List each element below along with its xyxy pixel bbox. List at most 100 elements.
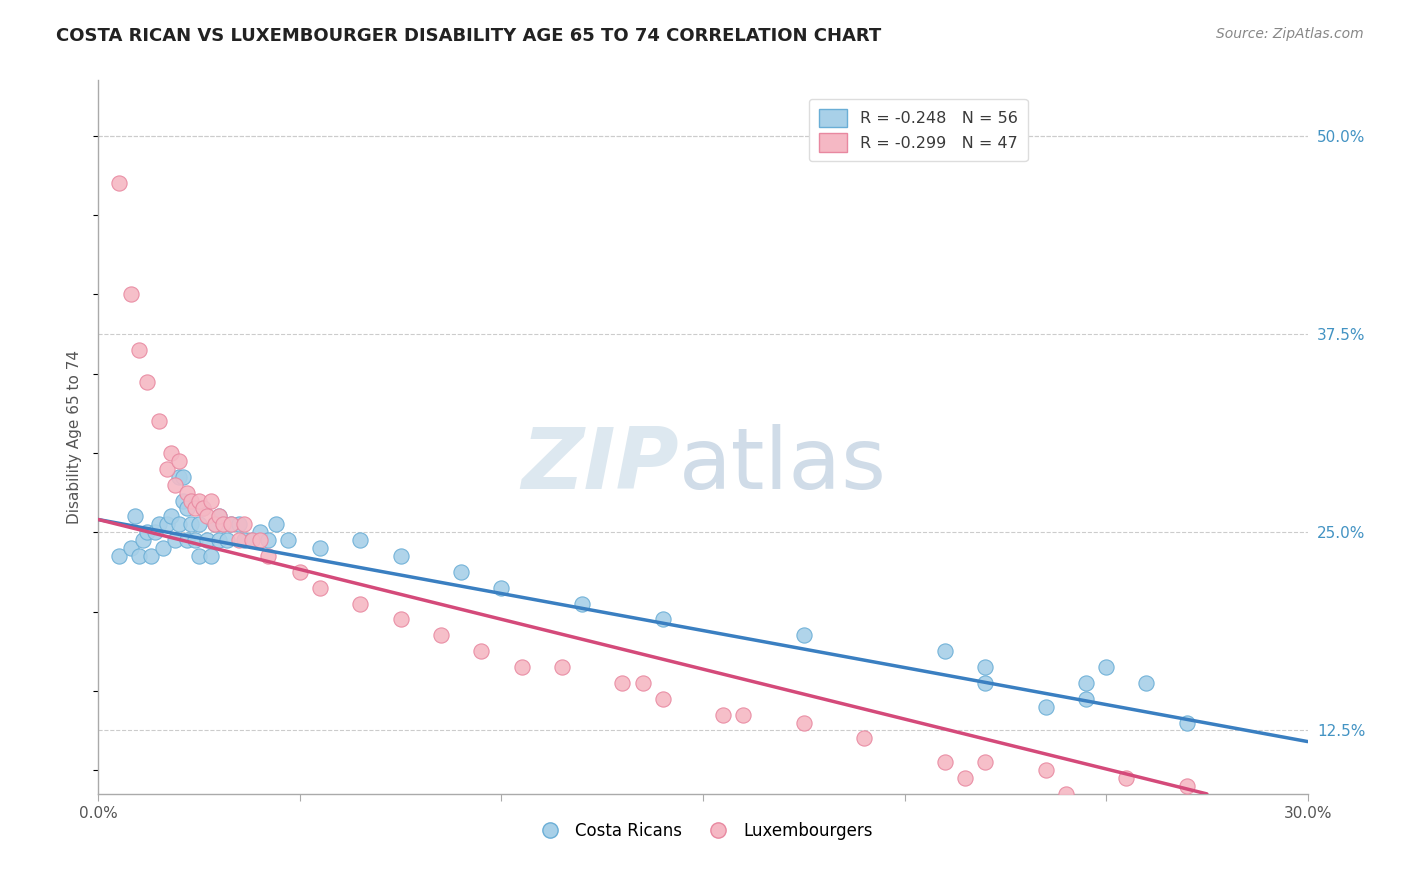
Point — [135, 525, 157, 540]
Point — [204, 517, 226, 532]
Point — [176, 485, 198, 500]
Point — [221, 517, 243, 532]
Point — [180, 517, 202, 532]
Point — [120, 287, 142, 301]
Point — [148, 414, 170, 428]
Point — [200, 493, 222, 508]
Point — [733, 707, 755, 722]
Point — [240, 533, 263, 548]
Point — [934, 644, 956, 658]
Point — [1074, 676, 1097, 690]
Point — [1054, 787, 1077, 801]
Point — [974, 755, 997, 769]
Point — [256, 549, 278, 563]
Point — [551, 660, 574, 674]
Point — [195, 509, 218, 524]
Point — [1035, 699, 1057, 714]
Point — [208, 509, 231, 524]
Point — [793, 628, 815, 642]
Point — [288, 565, 311, 579]
Point — [249, 525, 271, 540]
Point — [264, 517, 287, 532]
Point — [430, 628, 453, 642]
Point — [204, 517, 226, 532]
Point — [143, 525, 166, 540]
Point — [651, 691, 673, 706]
Point — [277, 533, 299, 548]
Point — [156, 517, 179, 532]
Y-axis label: Disability Age 65 to 74: Disability Age 65 to 74 — [67, 350, 83, 524]
Point — [232, 517, 254, 532]
Point — [470, 644, 492, 658]
Point — [188, 549, 211, 563]
Text: ZIP: ZIP — [522, 424, 679, 508]
Point — [934, 755, 956, 769]
Point — [152, 541, 174, 555]
Point — [651, 612, 673, 626]
Point — [208, 509, 231, 524]
Point — [160, 446, 183, 460]
Point — [793, 715, 815, 730]
Point — [128, 343, 150, 357]
Point — [107, 177, 129, 191]
Text: Source: ZipAtlas.com: Source: ZipAtlas.com — [1216, 27, 1364, 41]
Point — [953, 771, 976, 785]
Point — [184, 533, 207, 548]
Point — [200, 549, 222, 563]
Point — [107, 549, 129, 563]
Point — [188, 493, 211, 508]
Point — [631, 676, 654, 690]
Text: COSTA RICAN VS LUXEMBOURGER DISABILITY AGE 65 TO 74 CORRELATION CHART: COSTA RICAN VS LUXEMBOURGER DISABILITY A… — [56, 27, 882, 45]
Point — [163, 533, 186, 548]
Point — [571, 597, 593, 611]
Point — [491, 581, 513, 595]
Point — [612, 676, 634, 690]
Point — [256, 533, 278, 548]
Point — [309, 581, 332, 595]
Point — [450, 565, 472, 579]
Point — [240, 533, 263, 548]
Point — [188, 517, 211, 532]
Point — [1175, 715, 1198, 730]
Point — [184, 501, 207, 516]
Point — [232, 533, 254, 548]
Point — [148, 517, 170, 532]
Point — [176, 501, 198, 516]
Point — [1035, 763, 1057, 777]
Point — [195, 533, 218, 548]
Point — [180, 493, 202, 508]
Point — [193, 501, 215, 516]
Point — [132, 533, 155, 548]
Point — [163, 477, 186, 491]
Point — [974, 660, 997, 674]
Point — [1115, 771, 1137, 785]
Point — [212, 517, 235, 532]
Point — [249, 533, 271, 548]
Point — [228, 517, 250, 532]
Point — [309, 541, 332, 555]
Text: atlas: atlas — [679, 424, 887, 508]
Point — [124, 509, 146, 524]
Legend: Costa Ricans, Luxembourgers: Costa Ricans, Luxembourgers — [526, 815, 880, 847]
Point — [1095, 660, 1118, 674]
Point — [167, 517, 190, 532]
Point — [167, 469, 190, 483]
Point — [156, 462, 179, 476]
Point — [135, 375, 157, 389]
Point — [349, 533, 371, 548]
Point — [212, 517, 235, 532]
Point — [120, 541, 142, 555]
Point — [221, 517, 243, 532]
Point — [193, 501, 215, 516]
Point — [389, 612, 412, 626]
Point — [167, 454, 190, 468]
Point — [1074, 691, 1097, 706]
Point — [349, 597, 371, 611]
Point — [510, 660, 533, 674]
Point — [853, 731, 876, 746]
Point — [228, 533, 250, 548]
Point — [172, 493, 194, 508]
Point — [711, 707, 734, 722]
Point — [974, 676, 997, 690]
Point — [128, 549, 150, 563]
